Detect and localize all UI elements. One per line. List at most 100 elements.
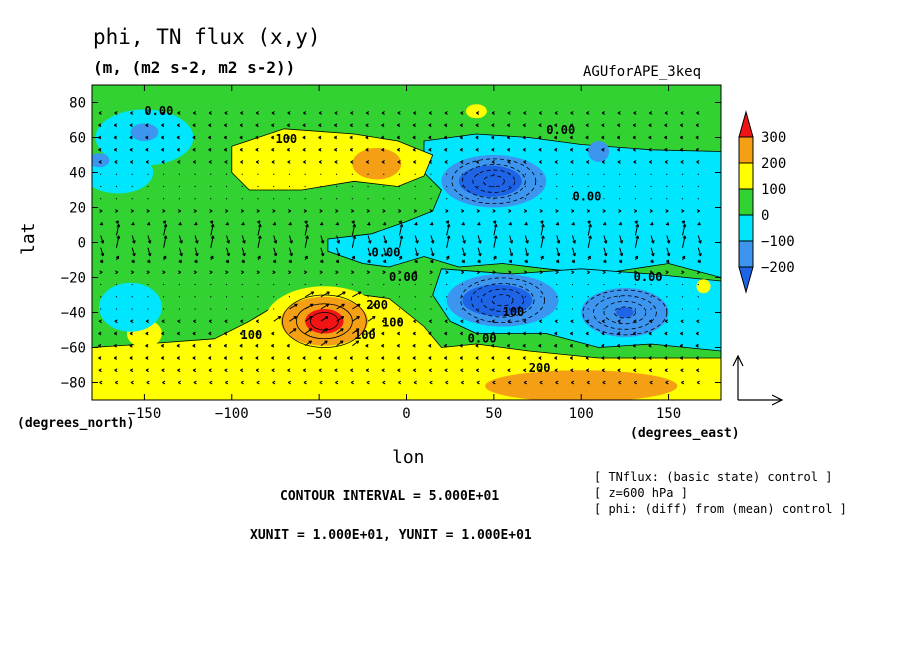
flux-vector-head: [525, 252, 529, 257]
flux-vector: [336, 316, 344, 322]
flux-vector-head: [554, 160, 558, 164]
flux-vector-head: [603, 252, 608, 257]
flux-vector-head: [509, 252, 514, 257]
flux-vector: [131, 247, 136, 257]
flux-vector-head: [334, 123, 338, 128]
flux-vector-head: [161, 123, 165, 128]
flux-vector: [540, 235, 544, 248]
flux-vector: [147, 283, 149, 286]
flux-vector-head: [681, 270, 685, 275]
flux-vector: [493, 185, 495, 188]
flux-vector-head: [223, 135, 228, 140]
flux-vector: [399, 224, 403, 236]
flux-vector-head: [177, 319, 181, 324]
flux-vector-head: [524, 259, 528, 264]
flux-vector-head: [523, 368, 527, 373]
flux-vector-head: [555, 221, 560, 226]
flux-vector-head: [193, 209, 197, 213]
flux-vector-head: [163, 235, 168, 239]
flux-vector-head: [145, 135, 149, 140]
flux-vector-head: [586, 319, 590, 324]
flux-vector-head: [696, 209, 700, 213]
flux-vector-head: [350, 209, 354, 213]
flux-vector-head: [130, 209, 134, 213]
flux-vector-head: [681, 209, 685, 213]
flux-vector-head: [366, 380, 370, 385]
flux-vector-head: [224, 331, 228, 336]
flux-vector: [273, 316, 282, 322]
flux-vector: [163, 235, 167, 248]
flux-vector: [524, 308, 526, 310]
flux-vector-head: [302, 356, 306, 360]
flux-vector-head: [462, 240, 466, 244]
flux-vector-head: [115, 270, 119, 275]
flux-vector-head: [555, 259, 560, 264]
flux-vector-head: [273, 240, 278, 244]
flux-vector-head: [446, 223, 451, 228]
flux-vector-head: [334, 356, 338, 360]
flux-vector-head: [649, 380, 653, 385]
contour-line: [451, 158, 537, 205]
flux-vector-head: [350, 111, 354, 115]
flux-vector-head: [506, 135, 511, 140]
flux-vector-head: [147, 240, 152, 244]
flux-vector-head: [258, 223, 262, 228]
flux-vector-head: [132, 240, 136, 244]
flux-vector-head: [287, 111, 291, 115]
flux-vector-head: [540, 255, 544, 260]
flux-vector-head: [679, 135, 684, 140]
flux-vector-head: [226, 252, 231, 257]
flux-vector: [634, 173, 636, 175]
flux-vector-head: [326, 291, 330, 295]
flux-vector-head: [241, 259, 245, 264]
flux-vector-head: [192, 135, 196, 140]
flux-vector-head: [176, 356, 180, 360]
flux-vector: [304, 224, 308, 236]
flux-vector-head: [618, 380, 622, 385]
flux-vector: [273, 296, 275, 298]
flux-vector-head: [445, 380, 449, 385]
flux-vector-head: [366, 160, 370, 164]
flux-vector-head: [258, 235, 262, 239]
flux-vector-head: [335, 270, 339, 275]
flux-vector: [131, 308, 133, 310]
flux-vector-head: [365, 135, 369, 140]
flux-vector-head: [366, 270, 370, 275]
flux-vector-head: [680, 123, 684, 128]
flux-vector-head: [335, 209, 339, 213]
flux-vector: [320, 173, 322, 175]
flux-vector-head: [271, 123, 275, 128]
flux-vector-head: [430, 240, 435, 244]
flux-vector: [540, 198, 542, 200]
flux-vector: [115, 173, 118, 175]
flux-vector-head: [429, 270, 433, 275]
flux-vector: [540, 185, 542, 188]
flux-vector-head: [539, 380, 543, 385]
flux-vector-head: [633, 111, 637, 115]
flux-vector-head: [508, 259, 513, 264]
flux-vector-head: [664, 111, 668, 115]
flux-vector-head: [506, 343, 511, 348]
flux-vector-head: [381, 319, 385, 324]
contour-line: [582, 289, 668, 336]
flux-vector-head: [129, 135, 133, 140]
flux-vector-head: [522, 356, 526, 360]
flux-vector-head: [305, 223, 309, 228]
flux-vector: [115, 185, 118, 188]
flux-vector-head: [587, 220, 591, 224]
flux-vector-head: [162, 220, 167, 224]
y-unit-label: (degrees_north): [17, 416, 135, 431]
flux-vector-head: [209, 209, 213, 213]
flux-vector-head: [145, 123, 149, 128]
flux-vector-head: [99, 221, 104, 226]
flux-vector-head: [255, 331, 259, 336]
colorbar-label: −100: [761, 234, 795, 250]
flux-vector-head: [225, 209, 229, 213]
flux-vector: [524, 247, 529, 257]
flux-vector-head: [177, 368, 181, 373]
flux-vector: [257, 308, 259, 310]
flux-vector-head: [113, 356, 118, 360]
flux-vector-head: [541, 223, 545, 228]
flux-vector-head: [350, 380, 355, 385]
flux-vector-head: [350, 368, 354, 373]
